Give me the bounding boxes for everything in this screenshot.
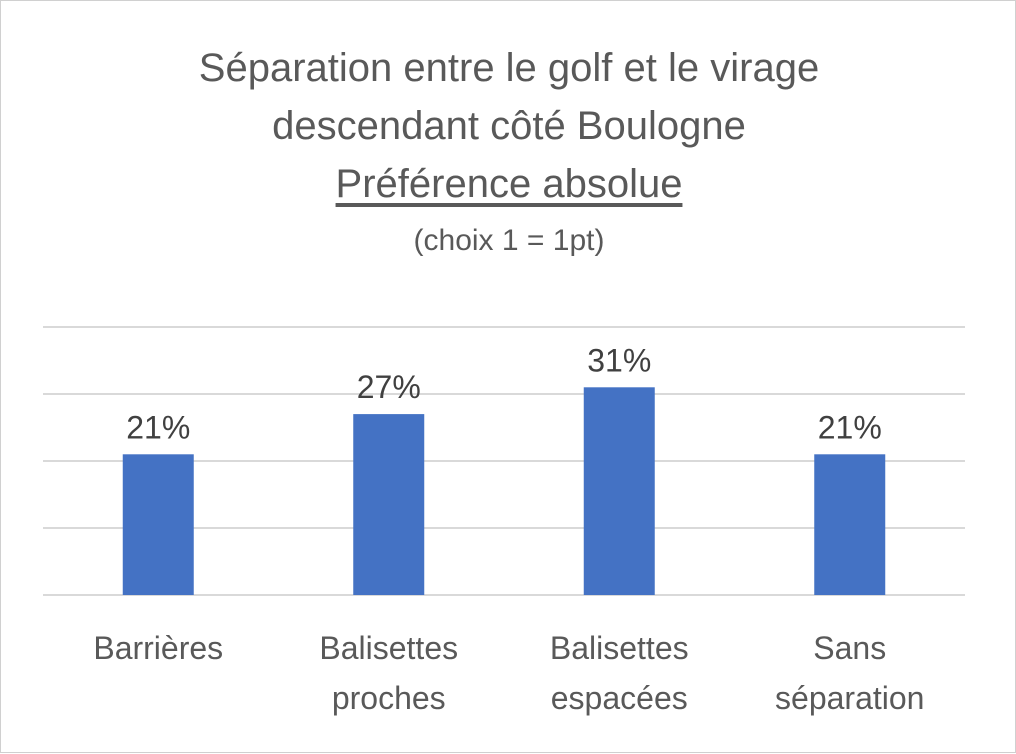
chart-title: Séparation entre le golf et le virage de… (1, 39, 1016, 263)
category-label: Balisettes (319, 630, 458, 666)
chart-title-emphasis: Préférence absolue (335, 162, 683, 206)
bar (353, 414, 425, 595)
category-label: séparation (775, 680, 924, 716)
bar (122, 454, 194, 595)
category-label: Balisettes (550, 630, 689, 666)
category-label: espacées (551, 680, 688, 716)
data-label: 31% (587, 342, 651, 378)
bar (583, 387, 655, 595)
category-label: Barrières (93, 630, 223, 666)
bar (814, 454, 886, 595)
category-label: Sans (813, 630, 886, 666)
chart-title-line-2: descendant côté Boulogne (272, 104, 746, 148)
data-label: 21% (818, 409, 882, 445)
chart-title-line-1: Séparation entre le golf et le virage (198, 46, 820, 90)
data-label: 27% (357, 369, 421, 405)
category-label: proches (332, 680, 446, 716)
chart-subtitle: (choix 1 = 1pt) (413, 224, 605, 257)
data-label: 21% (126, 409, 190, 445)
